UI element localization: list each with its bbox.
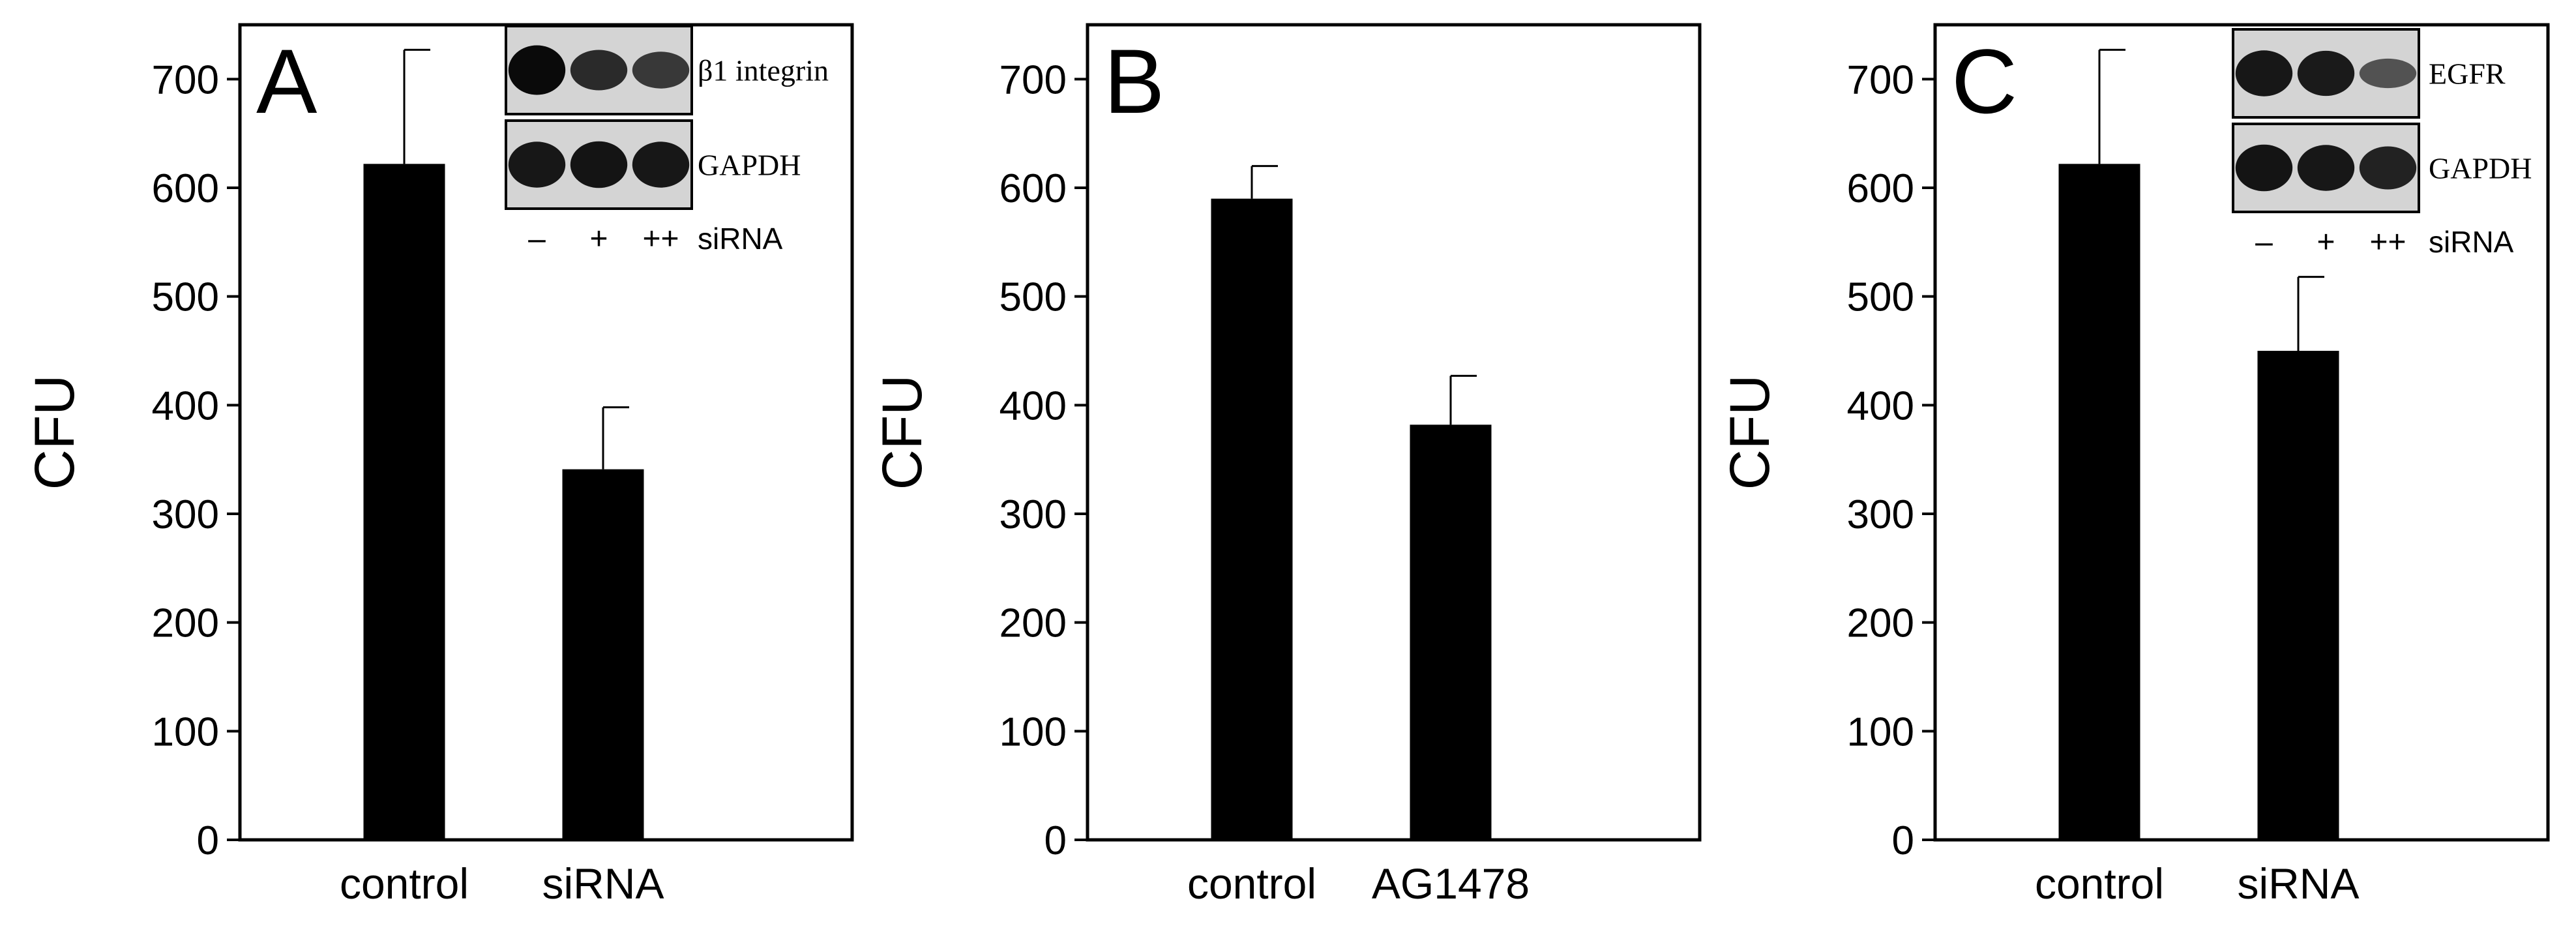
blot-band [508,141,566,188]
lane-label: ++ [642,222,679,256]
blot-band [2297,145,2355,191]
blot-band-label: β1 integrin [698,54,829,87]
blot-band [570,141,628,188]
category-label: siRNA [542,859,664,908]
plot-frame [1086,23,1702,842]
y-tick-label: 500 [1847,275,1914,320]
blot-loading-control: GAPDH [2232,123,2532,213]
y-tick-label: 700 [1847,57,1914,102]
category-label: control [1187,859,1316,908]
blot-target: EGFR [2232,28,2506,119]
y-tick-label: 100 [152,709,219,754]
panel-label: B [1104,30,1164,132]
lane-label: ++ [2369,225,2406,260]
category-label: siRNA [2237,859,2359,908]
y-tick-label: 300 [1847,492,1914,537]
lane-label: – [528,222,546,256]
lane-label: + [589,222,608,256]
y-tick-label: 0 [197,818,219,863]
bar-ag1478 [1410,424,1492,840]
blot-target: β1 integrin [505,25,829,115]
y-axis-label: CFU [1719,375,1781,490]
blot-band [570,50,628,91]
y-axis-label: CFU [23,375,86,490]
lane-label: – [2255,225,2273,260]
panel-label: C [1951,30,2017,132]
blot-loading-control: GAPDH [505,119,801,210]
y-tick-label: 100 [1847,709,1914,754]
blot-band-label: GAPDH [698,149,801,182]
bar-sirna [2257,351,2339,840]
y-tick-label: 700 [999,57,1067,102]
blot-band [2359,58,2417,89]
category-label: control [2035,859,2164,908]
y-tick-label: 700 [152,57,219,102]
bar-control [1211,198,1293,840]
y-tick-label: 0 [1892,818,1914,863]
y-tick-label: 200 [999,601,1067,646]
blot-band-label: EGFR [2429,57,2506,91]
blot-band [2235,50,2293,97]
y-axis-label: CFU [871,375,934,490]
blot-band [508,45,566,95]
blot-band [2359,146,2417,190]
lane-label: + [2317,225,2335,260]
y-tick-label: 500 [999,275,1067,320]
lanes-label: siRNA [2429,225,2514,259]
category-label: AG1478 [1372,859,1530,908]
y-tick-label: 400 [1847,383,1914,428]
category-label: control [340,859,469,908]
blot-band [632,141,690,188]
y-tick-label: 200 [1847,601,1914,646]
y-tick-label: 300 [999,492,1067,537]
y-tick-label: 600 [999,166,1067,211]
y-tick-label: 400 [999,383,1067,428]
y-tick-label: 600 [1847,166,1914,211]
y-tick-label: 500 [152,275,219,320]
blot-band-label: GAPDH [2429,152,2532,185]
blot-band [632,52,690,89]
bar-control [363,164,445,840]
bar-control [2058,164,2140,840]
plot-frame [1933,23,2550,842]
lanes-label: siRNA [698,222,783,256]
y-tick-label: 300 [152,492,219,537]
blot-band [2235,144,2293,192]
bar-sirna [562,469,644,840]
y-tick-label: 600 [152,166,219,211]
y-tick-label: 0 [1044,818,1067,863]
y-tick-label: 200 [152,601,219,646]
blot-band [2297,50,2355,97]
y-tick-label: 100 [999,709,1067,754]
panel-label: A [256,30,318,132]
y-tick-label: 400 [152,383,219,428]
